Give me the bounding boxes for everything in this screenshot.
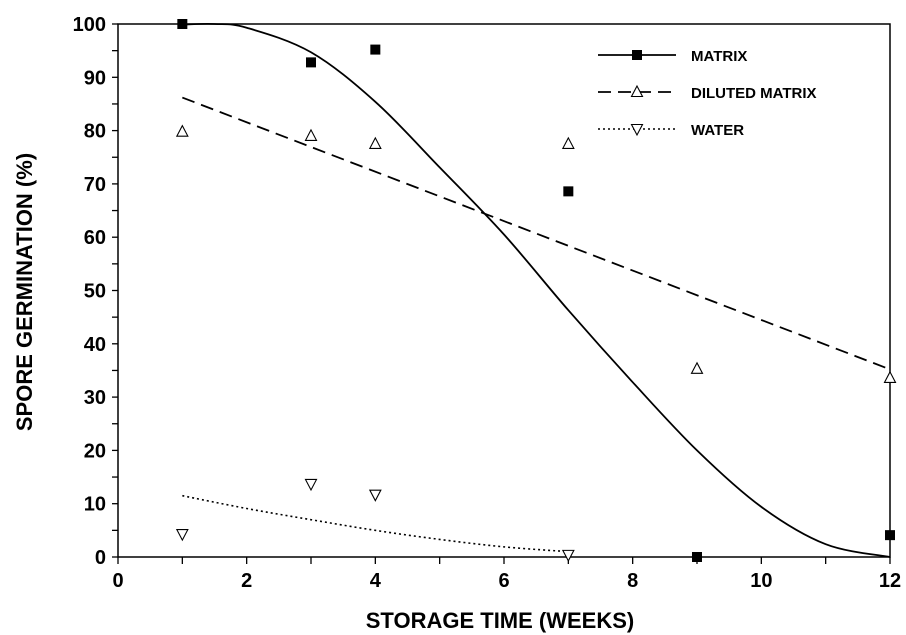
fit-curves <box>182 22 891 558</box>
legend-diluted-matrix-marker <box>630 84 644 98</box>
diluted-matrix-data-point <box>690 361 704 374</box>
matrix-data-point <box>177 19 188 29</box>
diluted-matrix-data-point <box>561 136 575 149</box>
y-tick-label: 30 <box>84 387 106 409</box>
legend-water-label: WATER <box>691 122 744 139</box>
matrix-data-point <box>306 57 316 68</box>
y-tick-label: 10 <box>84 494 106 516</box>
y-tick-label: 70 <box>84 174 106 196</box>
x-tick-label: 6 <box>498 570 509 592</box>
diluted-matrix-data-point <box>304 128 318 141</box>
plot-frame <box>117 23 891 558</box>
y-tick-label: 50 <box>84 281 106 303</box>
matrix-data-point <box>563 186 574 197</box>
water-data-point <box>304 478 318 492</box>
y-tick-label: 80 <box>84 121 106 143</box>
legend-matrix-marker <box>632 50 642 60</box>
diluted-matrix-data-point <box>368 136 382 149</box>
x-tick-label: 8 <box>627 570 638 592</box>
legend: MATRIX DILUTED MATRIX WATER <box>598 48 817 139</box>
water-fit-line <box>182 494 569 553</box>
legend-matrix-label: MATRIX <box>691 48 747 65</box>
y-tick-label: 40 <box>84 334 106 356</box>
y-tick-label: 90 <box>84 67 106 89</box>
y-tick-label: 100 <box>73 14 106 36</box>
y-axis-title: SPORE GERMINATION (%) <box>12 153 37 431</box>
ticks: 0 2 4 6 8 10 12 0 10 20 30 40 50 60 70 80 90 100 <box>73 14 902 592</box>
matrix-data-point <box>370 44 381 55</box>
axes <box>117 23 891 558</box>
matrix-fit-line <box>182 22 891 558</box>
diluted-matrix-data-point <box>883 370 897 383</box>
water-data-point <box>175 529 189 542</box>
x-axis-title: STORAGE TIME (WEEKS) <box>366 608 635 633</box>
water-data-point <box>368 489 382 502</box>
data-markers <box>175 19 897 563</box>
y-tick-label: 60 <box>84 227 106 249</box>
legend-water-marker <box>630 123 644 137</box>
y-tick-label: 0 <box>95 547 106 569</box>
x-tick-label: 4 <box>370 570 382 592</box>
x-tick-label: 12 <box>879 570 901 592</box>
matrix-data-point <box>692 552 702 562</box>
y-tick-label: 20 <box>84 440 106 462</box>
water-data-point <box>561 549 575 563</box>
x-tick-label: 2 <box>241 570 252 592</box>
diluted-matrix-data-point <box>175 124 189 137</box>
matrix-data-point <box>885 530 895 541</box>
legend-diluted-matrix-label: DILUTED MATRIX <box>691 85 817 102</box>
diluted-matrix-fit-line <box>182 96 891 371</box>
x-tick-label: 0 <box>112 570 123 592</box>
x-tick-label: 10 <box>750 570 772 592</box>
